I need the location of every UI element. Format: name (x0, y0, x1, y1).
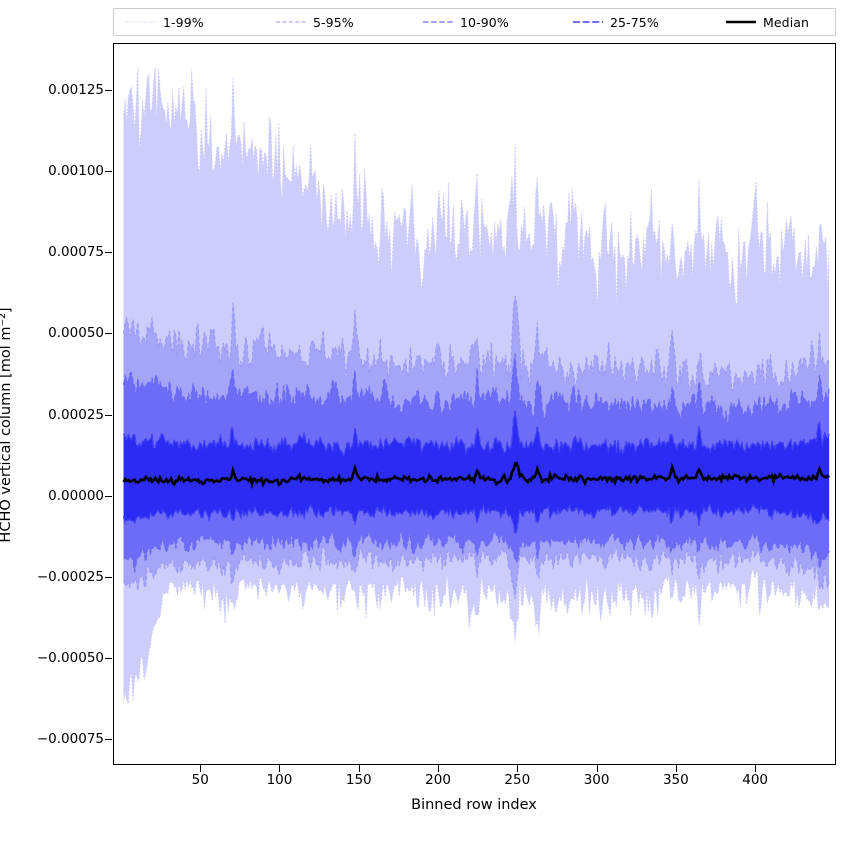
x-tick-label: 150 (345, 772, 372, 788)
x-tick-label: 100 (266, 772, 293, 788)
x-tick-label: 300 (583, 772, 610, 788)
y-tick-label: −0.00050 (36, 649, 104, 666)
legend-swatch-4 (726, 20, 756, 24)
plot-area (113, 43, 836, 765)
x-tick-label: 400 (742, 772, 769, 788)
y-tick-label: 0.00050 (48, 325, 104, 342)
legend-label: 1-99% (163, 14, 204, 30)
x-tick-mark (596, 765, 598, 772)
x-tick-label: 350 (662, 772, 689, 788)
legend-label: 5-95% (313, 14, 354, 30)
y-tick-label: −0.00075 (36, 731, 104, 748)
y-tick-mark (105, 171, 112, 173)
percentile-edge-5 (123, 528, 830, 573)
percentile-envelope-plot (122, 67, 831, 704)
x-axis-label: Binned row index (411, 797, 537, 813)
y-axis-ticks: −0.00075 −0.00050 −0.00025 0.00000 0.00025 0.… (0, 0, 104, 850)
legend-item-25-75pct: 25-75% (573, 15, 659, 30)
x-tick-mark (517, 765, 519, 772)
x-tick-mark (675, 765, 677, 772)
x-tick-mark (438, 765, 440, 772)
y-tick-label: −0.00025 (36, 568, 104, 585)
y-tick-mark (105, 90, 112, 92)
legend-label: Median (763, 14, 810, 30)
legend-item-1-99pct: 1-99% (126, 15, 204, 30)
legend-label: 10-90% (460, 14, 509, 30)
y-tick-label: 0.00025 (48, 406, 104, 423)
y-axis-label: HCHO vertical column [mol m⁻²] (0, 307, 14, 543)
x-tick-label: 50 (191, 772, 209, 788)
median-line (122, 461, 831, 490)
y-tick-mark (105, 657, 112, 659)
x-tick-mark (755, 765, 757, 772)
y-tick-label: 0.00000 (48, 487, 104, 504)
y-tick-label: 0.00075 (48, 244, 104, 261)
legend-swatch-1 (276, 21, 306, 23)
y-tick-mark (105, 576, 112, 578)
legend-label: 25-75% (610, 14, 659, 30)
percentile-edge-2 (122, 295, 830, 395)
x-tick-label: 250 (504, 772, 531, 788)
percentile-edge-7 (122, 502, 830, 537)
y-tick-mark (105, 495, 112, 497)
y-tick-mark (105, 414, 112, 416)
percentile-edge-4 (122, 353, 830, 425)
x-tick-label: 200 (425, 772, 451, 788)
legend-item-median: Median (726, 15, 809, 30)
x-tick-mark (358, 765, 360, 772)
legend-swatch-3 (573, 21, 603, 23)
y-tick-mark (105, 333, 112, 335)
legend-swatch-0 (126, 21, 156, 23)
x-tick-mark (279, 765, 281, 772)
y-tick-label: 0.00125 (48, 82, 104, 99)
percentile-edge-3 (122, 543, 830, 600)
legend-item-5-95pct: 5-95% (276, 15, 354, 30)
chart-legend: 1-99% 5-95% 10-90% 25-75% Median (113, 8, 836, 36)
legend-swatch-2 (423, 21, 453, 23)
legend-item-10-90pct: 10-90% (423, 15, 509, 30)
y-tick-mark (105, 739, 112, 741)
y-tick-mark (105, 252, 112, 254)
x-tick-mark (200, 765, 202, 772)
y-tick-label: 0.00100 (48, 163, 104, 180)
